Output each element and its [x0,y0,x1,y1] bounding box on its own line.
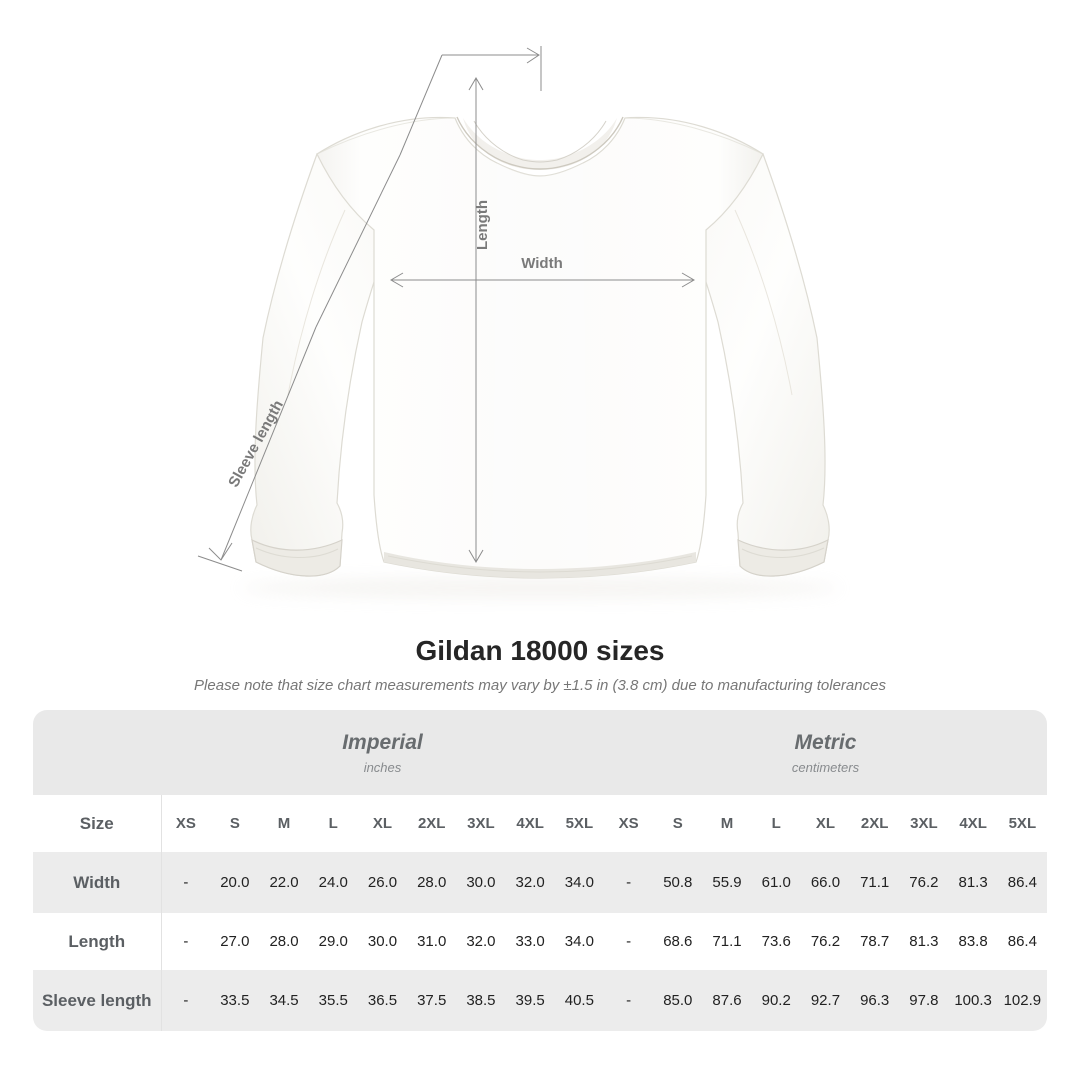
svg-text:Sleeve length: Sleeve length [225,397,287,490]
svg-text:Length: Length [474,200,491,250]
svg-text:Width: Width [521,255,563,272]
